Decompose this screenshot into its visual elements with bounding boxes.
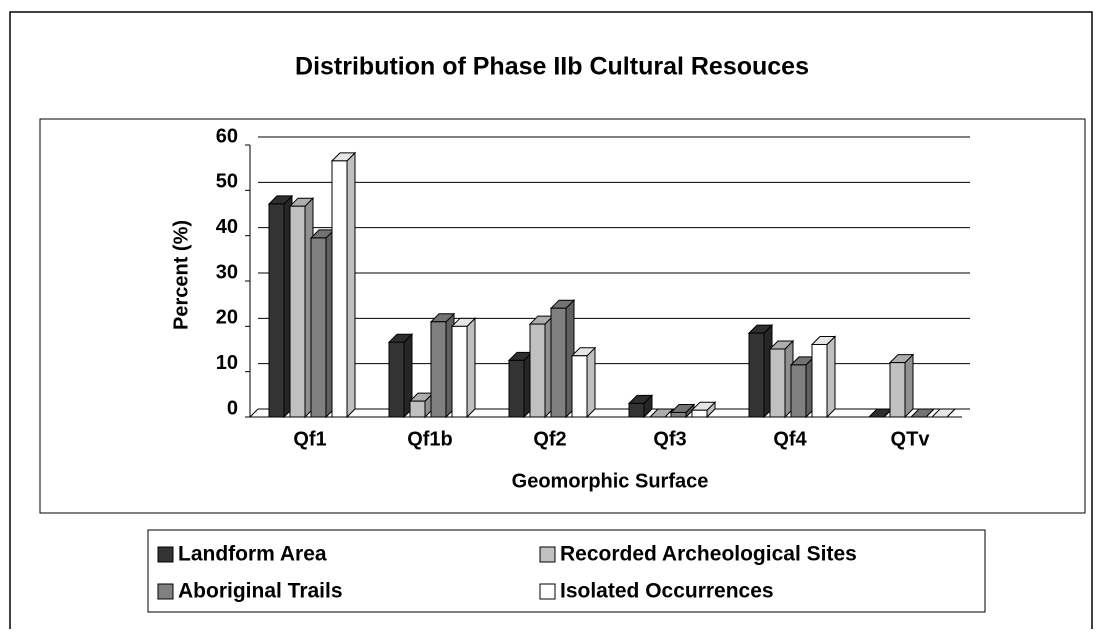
bar-side	[586, 346, 596, 419]
bar-side	[466, 317, 476, 419]
y-tick-label: 60	[216, 125, 238, 147]
bar	[388, 341, 405, 418]
bar	[310, 237, 327, 418]
x-axis-title: Geomorphic Surface	[512, 470, 709, 492]
bar	[268, 203, 285, 418]
bar	[748, 332, 765, 418]
legend-label: Isolated Occurrences	[560, 580, 774, 603]
bar	[571, 355, 588, 418]
bar-top	[648, 408, 675, 418]
bar	[790, 364, 807, 418]
bar	[691, 409, 708, 418]
legend-label: Recorded Archeological Sites	[560, 543, 857, 566]
bar	[550, 307, 567, 418]
x-tick-label: Qf4	[773, 428, 807, 450]
bar	[670, 411, 687, 418]
x-tick-label: Qf1	[293, 428, 326, 450]
chart-title: Distribution of Phase IIb Cultural Resou…	[295, 53, 809, 81]
bar	[451, 325, 468, 418]
legend-swatch	[539, 583, 556, 600]
legend-swatch	[157, 546, 174, 563]
bar	[289, 205, 306, 418]
x-tick-label: Qf1b	[407, 428, 453, 450]
legend-swatch	[539, 546, 556, 563]
bar	[769, 348, 786, 418]
bar-side	[346, 151, 356, 419]
y-axis-title: Percent (%)	[170, 220, 192, 330]
legend-swatch	[157, 583, 174, 600]
bar-side	[904, 353, 914, 419]
bar	[889, 362, 906, 418]
y-tick-label: 50	[216, 171, 238, 193]
x-tick-label: Qf2	[533, 428, 566, 450]
y-tick-label: 0	[227, 397, 238, 419]
floor-edge	[249, 408, 259, 418]
bar	[409, 400, 426, 418]
x-tick-label: QTv	[891, 428, 931, 450]
y-tick-label: 10	[216, 352, 238, 374]
legend-label: Aboriginal Trails	[178, 580, 343, 603]
bar	[331, 160, 348, 418]
bar	[811, 343, 828, 418]
y-tick-label: 20	[216, 307, 238, 329]
bar	[628, 402, 645, 418]
bar	[430, 321, 447, 418]
bar	[508, 359, 525, 418]
bar-side	[826, 335, 836, 419]
bar	[529, 323, 546, 418]
bar-top	[909, 408, 936, 418]
y-tick-label: 40	[216, 216, 238, 238]
x-tick-label: Qf3	[653, 428, 686, 450]
y-tick-label: 30	[216, 261, 238, 283]
legend-frame	[147, 529, 986, 613]
legend-label: Landform Area	[178, 543, 327, 566]
bar-top	[930, 408, 957, 418]
